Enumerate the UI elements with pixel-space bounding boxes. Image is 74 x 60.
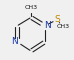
Text: N: N [44, 21, 51, 30]
Text: CH3: CH3 [24, 5, 38, 10]
Text: N: N [11, 38, 18, 46]
Text: S: S [54, 15, 60, 24]
Text: CH3: CH3 [57, 24, 70, 30]
